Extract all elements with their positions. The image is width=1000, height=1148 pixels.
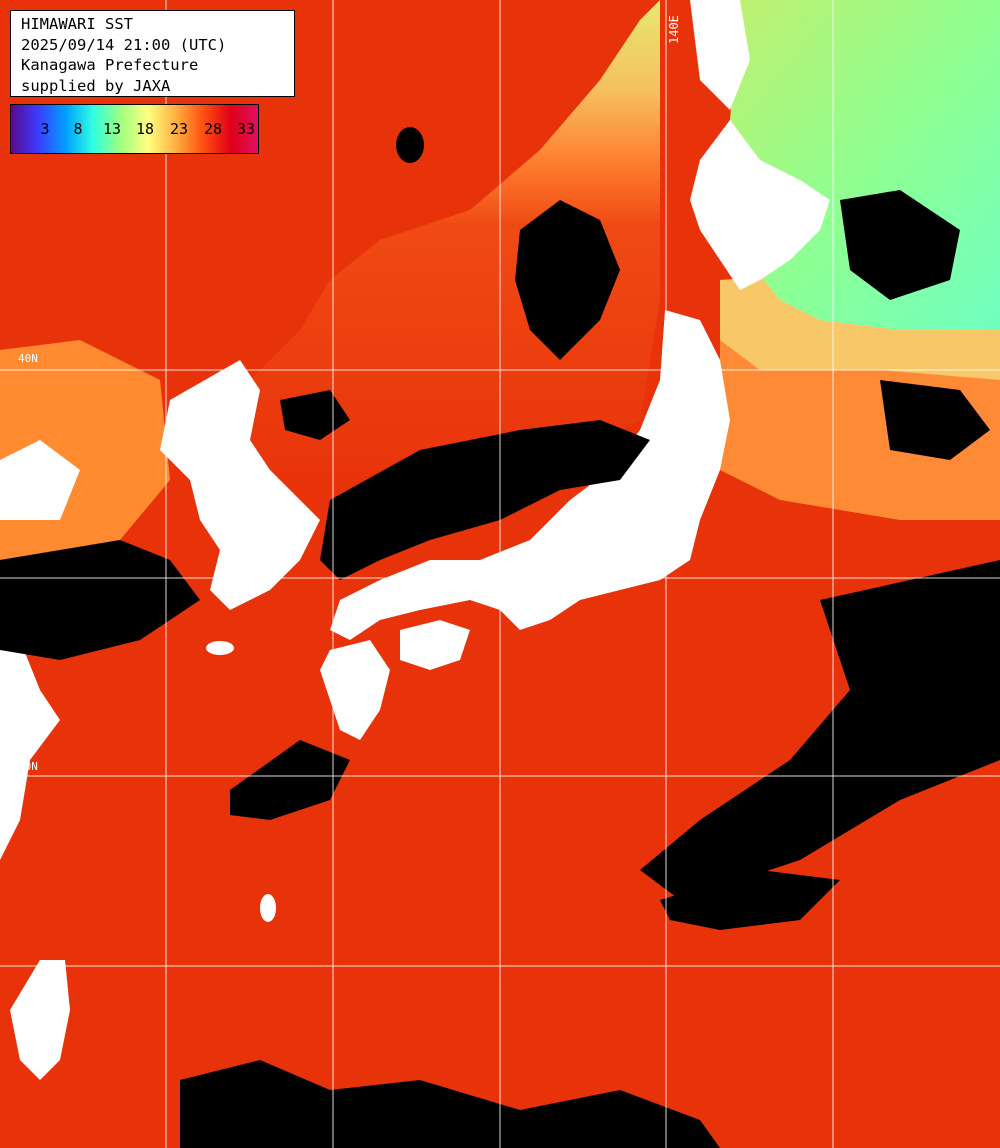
product-title: HIMAWARI SST bbox=[21, 15, 133, 33]
kyushu bbox=[320, 640, 390, 740]
cloud-band-kyushu-south bbox=[230, 740, 350, 820]
region-name: Kanagawa Prefecture bbox=[21, 56, 199, 74]
colorbar-tick: 18 bbox=[135, 120, 155, 138]
colorbar-tick: 28 bbox=[203, 120, 223, 138]
shikoku bbox=[400, 620, 470, 670]
sakhalin-tip bbox=[690, 0, 750, 110]
cloud-north-east bbox=[840, 190, 960, 300]
data-source-credit: supplied by JAXA bbox=[21, 76, 171, 95]
colorbar-gradient bbox=[11, 105, 258, 153]
cloud-band-west bbox=[0, 540, 200, 660]
china-coast-east bbox=[0, 600, 60, 860]
longitude-label: 140E bbox=[667, 15, 681, 44]
cloud-band-sea-of-japan bbox=[515, 200, 620, 360]
cloud-east-tohoku bbox=[880, 380, 990, 460]
izu-islands bbox=[260, 894, 276, 922]
jeju-island bbox=[206, 641, 234, 655]
latitude-label-40n: 40N bbox=[18, 352, 38, 365]
honshu bbox=[330, 310, 730, 640]
cloud-band-southeast bbox=[660, 870, 840, 930]
hokkaido bbox=[690, 120, 830, 290]
sea-of-japan-cool-water bbox=[250, 0, 660, 500]
cloud-band-east bbox=[640, 560, 1000, 900]
colorbar-tick: 3 bbox=[40, 120, 50, 138]
cloud-patch-vladivostok bbox=[396, 127, 424, 163]
timestamp: 2025/09/14 21:00 (UTC) bbox=[21, 35, 227, 54]
taiwan bbox=[10, 960, 70, 1080]
colorbar-tick: 33 bbox=[236, 120, 256, 138]
colorbar-tick: 8 bbox=[73, 120, 83, 138]
latitude-label-30n: 30N bbox=[18, 760, 38, 773]
china-coast-north bbox=[0, 440, 80, 520]
colorbar-tick: 13 bbox=[102, 120, 122, 138]
temperature-colorbar: 3 8 13 18 23 28 33 bbox=[10, 104, 259, 154]
korean-peninsula bbox=[160, 360, 320, 610]
land-masses bbox=[0, 0, 830, 1080]
cloud-band-south bbox=[180, 1060, 720, 1148]
colorbar-tick: 23 bbox=[169, 120, 189, 138]
title-block: HIMAWARI SST 2025/09/14 21:00 (UTC) Kana… bbox=[10, 10, 295, 97]
cloud-band-central bbox=[320, 420, 650, 580]
